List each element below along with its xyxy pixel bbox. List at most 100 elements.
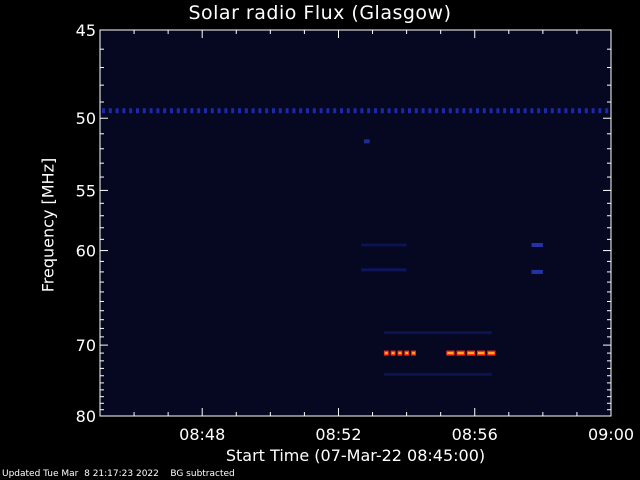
emission-band-segment <box>374 108 377 114</box>
emission-band-segment <box>265 108 269 114</box>
emission-band-segment <box>544 108 547 114</box>
emission-band-segment <box>557 108 561 114</box>
emission-band-segment <box>102 108 105 114</box>
emission-band-segment <box>564 108 568 114</box>
burst-core <box>467 352 475 355</box>
radio-burst <box>531 269 543 274</box>
faint-emission <box>361 243 407 247</box>
plot-frame <box>99 29 612 417</box>
emission-band-segment <box>319 108 323 114</box>
emission-band-segment <box>367 108 371 114</box>
emission-band-segment <box>380 108 384 114</box>
emission-band-segment <box>421 108 425 114</box>
faint-emission <box>383 372 492 376</box>
emission-band-segment <box>136 108 139 114</box>
emission-band-segment <box>510 108 513 114</box>
emission-band-segment <box>149 108 153 114</box>
burst-core <box>488 352 495 355</box>
emission-band-segment <box>442 108 445 114</box>
update-footer: Updated Tue Mar 8 21:17:23 2022 BG subtr… <box>2 469 235 479</box>
emission-band-segment <box>224 108 228 114</box>
x-axis-label: Start Time (07-Mar-22 08:45:00) <box>225 446 486 465</box>
y-tick-label: 50 <box>76 109 96 128</box>
emission-band-segment <box>170 108 173 114</box>
emission-band-segment <box>489 108 493 114</box>
emission-band-segment <box>469 108 473 114</box>
emission-band-segment <box>435 108 439 114</box>
emission-band-segment <box>455 108 459 114</box>
emission-band-segment <box>571 108 575 114</box>
burst-core <box>384 352 388 355</box>
emission-band-segment <box>306 108 309 114</box>
faint-emission <box>361 268 407 272</box>
chart-title: Solar radio Flux (Glasgow) <box>188 2 452 24</box>
emission-band-segment <box>258 108 262 114</box>
emission-band-segment <box>217 108 221 114</box>
emission-band-segment <box>605 108 609 114</box>
x-tick-label: 08:48 <box>179 425 225 444</box>
emission-band-segment <box>142 108 146 114</box>
emission-band-segment <box>278 108 282 114</box>
radio-burst <box>383 350 416 356</box>
emission-band-segment <box>401 108 405 114</box>
emission-band-segment <box>584 108 588 114</box>
burst-core <box>447 352 454 355</box>
emission-band-segment <box>414 108 418 114</box>
emission-band-segment <box>210 108 214 114</box>
burst-core <box>398 352 402 355</box>
emission-band-segment <box>299 108 303 114</box>
emission-band-segment <box>292 108 296 114</box>
emission-band-segment <box>129 108 133 114</box>
burst-core <box>391 352 395 355</box>
emission-band-segment <box>387 108 391 114</box>
emission-band-segment <box>272 108 275 114</box>
emission-band-segment <box>285 108 289 114</box>
emission-band-segment <box>156 108 160 114</box>
emission-band-segment <box>231 108 235 114</box>
radio-burst <box>364 139 370 144</box>
emission-band-segment <box>183 108 187 114</box>
faint-emission <box>383 331 492 335</box>
emission-band-segment <box>523 108 527 114</box>
emission-band-segment <box>197 108 201 114</box>
y-tick-label: 70 <box>76 336 96 355</box>
emission-band-segment <box>238 108 241 114</box>
emission-band-segment <box>516 108 520 114</box>
emission-band-segment <box>591 108 595 114</box>
emission-band-segment <box>333 108 337 114</box>
radio-burst <box>446 350 496 356</box>
emission-band-segment <box>176 108 180 114</box>
emission-band-segment <box>163 108 167 114</box>
emission-band-segment <box>482 108 486 114</box>
x-tick-label: 08:56 <box>452 425 498 444</box>
y-tick-label: 55 <box>76 181 96 200</box>
radio-burst <box>531 243 543 248</box>
emission-band-segment <box>346 108 350 114</box>
emission-band-segment <box>408 108 411 114</box>
emission-band-segment <box>598 108 602 114</box>
emission-band-segment <box>530 108 534 114</box>
emission-band-segment <box>204 108 207 114</box>
emission-band-segment <box>550 108 554 114</box>
emission-band-segment <box>394 108 398 114</box>
emission-band-segment <box>537 108 541 114</box>
x-tick-label: 08:52 <box>315 425 361 444</box>
burst-core <box>478 352 485 355</box>
emission-band-segment <box>462 108 466 114</box>
emission-band-segment <box>108 108 112 114</box>
emission-band-segment <box>476 108 479 114</box>
y-tick-label: 60 <box>76 242 96 261</box>
emission-band-segment <box>353 108 357 114</box>
emission-band-segment <box>244 108 248 114</box>
burst-core <box>412 352 415 355</box>
emission-band-segment <box>122 108 126 114</box>
emission-band-segment <box>190 108 194 114</box>
burst-core <box>457 352 464 355</box>
emission-band-segment <box>251 108 255 114</box>
emission-band-segment <box>326 108 330 114</box>
emission-band-segment <box>312 108 316 114</box>
plot-background <box>100 30 611 416</box>
burst-core <box>405 352 409 355</box>
emission-band-segment <box>340 108 343 114</box>
